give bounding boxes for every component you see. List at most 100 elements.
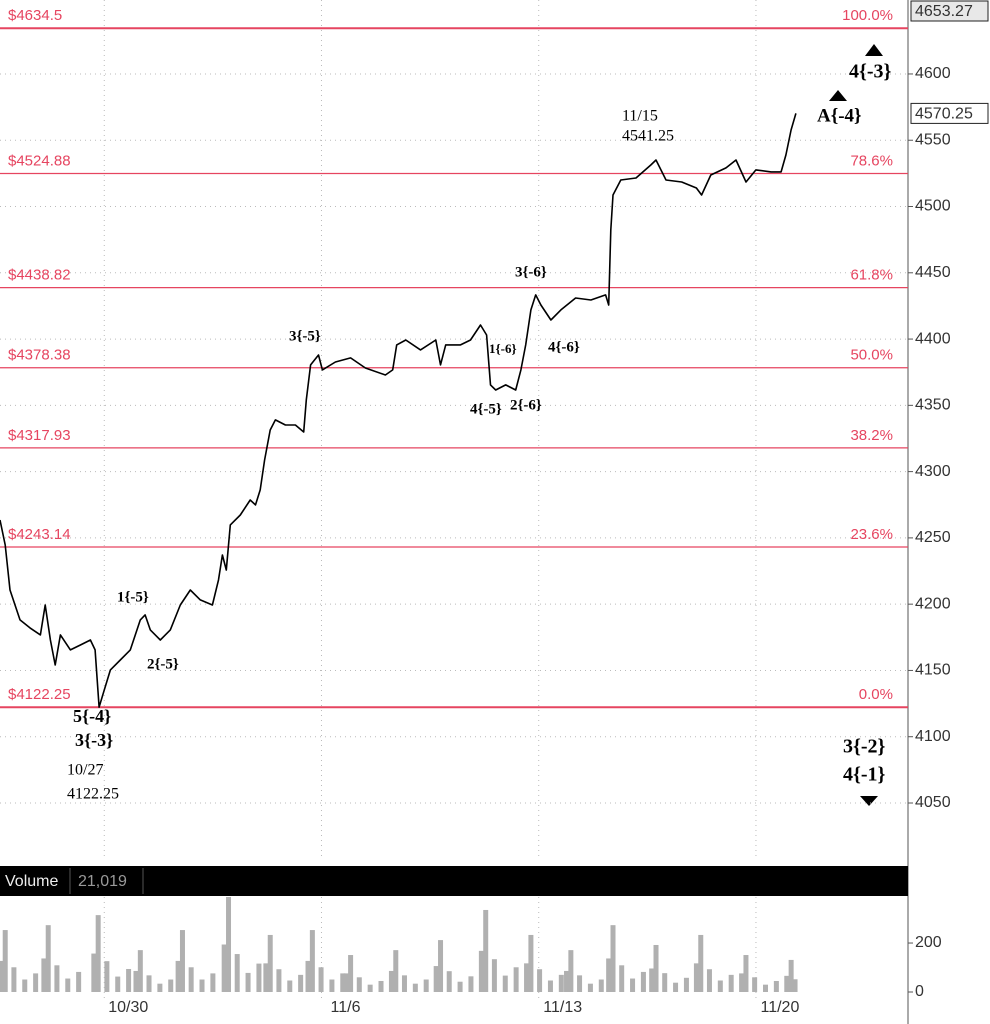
y-tick-label: 4350	[915, 397, 951, 414]
volume-bar	[693, 963, 699, 992]
up-marker	[865, 44, 883, 56]
price-line	[0, 113, 797, 708]
price-marker-label: 4653.27	[915, 3, 973, 20]
volume-bar	[784, 975, 790, 992]
volume-bar	[606, 958, 612, 992]
volume-bar	[640, 971, 646, 992]
volume-bar	[287, 980, 293, 992]
volume-bar	[356, 977, 362, 992]
up-marker	[829, 90, 847, 101]
volume-bar	[457, 981, 463, 992]
volume-bar	[54, 965, 60, 992]
volume-bar	[706, 969, 712, 992]
volume-bar	[179, 930, 185, 992]
volume-bar	[653, 944, 659, 992]
fib-price-label: $4378.38	[8, 347, 71, 364]
fib-percent-label: 100.0%	[842, 7, 893, 24]
volume-bar	[537, 969, 543, 992]
y-tick-label: 4550	[915, 131, 951, 148]
volume-bar	[267, 934, 273, 992]
volume-bar	[367, 984, 373, 992]
volume-bar	[210, 973, 216, 992]
down-marker	[860, 796, 878, 806]
volume-bar	[305, 960, 311, 992]
wave-annotation: 4122.25	[67, 786, 119, 803]
volume-bar	[168, 979, 174, 992]
y-tick-label: 4100	[915, 728, 951, 745]
wave-annotation: 4{-3}	[849, 61, 892, 83]
wave-annotation: 3{-3}	[75, 730, 113, 750]
volume-bar	[491, 959, 497, 992]
volume-bar	[45, 925, 51, 992]
volume-bar	[513, 967, 519, 992]
volume-bar	[568, 950, 574, 992]
price-marker-box	[910, 102, 989, 124]
price-marker-label: 4570.25	[915, 106, 973, 123]
y-tick-label: 4050	[915, 794, 951, 811]
volume-bar	[263, 963, 269, 992]
volume-bar	[792, 979, 798, 992]
volume-bar	[41, 958, 47, 992]
volume-bar	[133, 970, 139, 992]
volume-bar	[683, 977, 689, 992]
wave-annotation: 10/27	[67, 762, 103, 779]
volume-bar	[630, 978, 636, 992]
wave-annotation: 4{-5}	[470, 401, 502, 417]
volume-bar	[438, 940, 444, 992]
x-tick-label: 11/13	[543, 999, 582, 1016]
volume-bar	[104, 961, 110, 992]
volume-bar	[22, 979, 28, 992]
volume-bar	[329, 979, 335, 992]
wave-annotation: 3{-6}	[515, 264, 547, 280]
volume-bar	[188, 967, 194, 992]
y-tick-label: 200	[915, 934, 942, 951]
volume-bar	[65, 978, 71, 992]
volume-bar	[388, 970, 394, 992]
volume-bar	[343, 973, 349, 992]
volume-header	[0, 866, 908, 896]
volume-bar	[649, 968, 655, 992]
volume-bar	[11, 967, 17, 992]
volume-bar	[763, 984, 769, 992]
fib-price-label: $4243.14	[8, 526, 71, 543]
volume-bar	[717, 980, 723, 992]
volume-bar	[95, 915, 101, 992]
fib-percent-label: 23.6%	[850, 526, 893, 543]
y-tick-label: 4250	[915, 529, 951, 546]
volume-bar	[788, 959, 794, 992]
volume-bar	[728, 974, 734, 992]
volume-bar	[446, 971, 452, 992]
y-tick-label: 0	[915, 983, 924, 1000]
fib-percent-label: 61.8%	[850, 267, 893, 284]
fib-percent-label: 50.0%	[850, 347, 893, 364]
volume-bar	[0, 960, 4, 992]
fib-price-label: $4524.88	[8, 153, 71, 170]
wave-annotation: 4{-6}	[548, 339, 580, 355]
y-tick-label: 4150	[915, 662, 951, 679]
volume-bar	[433, 966, 439, 992]
y-tick-label: 4500	[915, 198, 951, 215]
volume-bar	[598, 979, 604, 992]
volume-bar	[483, 909, 489, 992]
volume-bar	[773, 980, 779, 992]
wave-annotation: 1{-6}	[489, 341, 517, 356]
y-tick-label: 4300	[915, 463, 951, 480]
volume-bar	[468, 976, 474, 992]
fib-percent-label: 38.2%	[850, 427, 893, 444]
volume-bar	[115, 976, 121, 992]
volume-bar	[401, 975, 407, 992]
volume-bar	[309, 930, 315, 992]
volume-bar	[412, 983, 418, 992]
volume-bar	[2, 930, 8, 992]
volume-bar	[564, 970, 570, 992]
wave-annotation: 2{-5}	[147, 656, 179, 672]
x-tick-label: 10/30	[108, 999, 148, 1016]
volume-bar	[752, 977, 758, 992]
y-tick-label: 4600	[915, 65, 951, 82]
x-tick-label: 11/20	[761, 999, 800, 1016]
fib-price-label: $4438.82	[8, 267, 71, 284]
wave-annotation: 4{-1}	[843, 764, 886, 786]
wave-annotation: A{-4}	[817, 105, 862, 126]
